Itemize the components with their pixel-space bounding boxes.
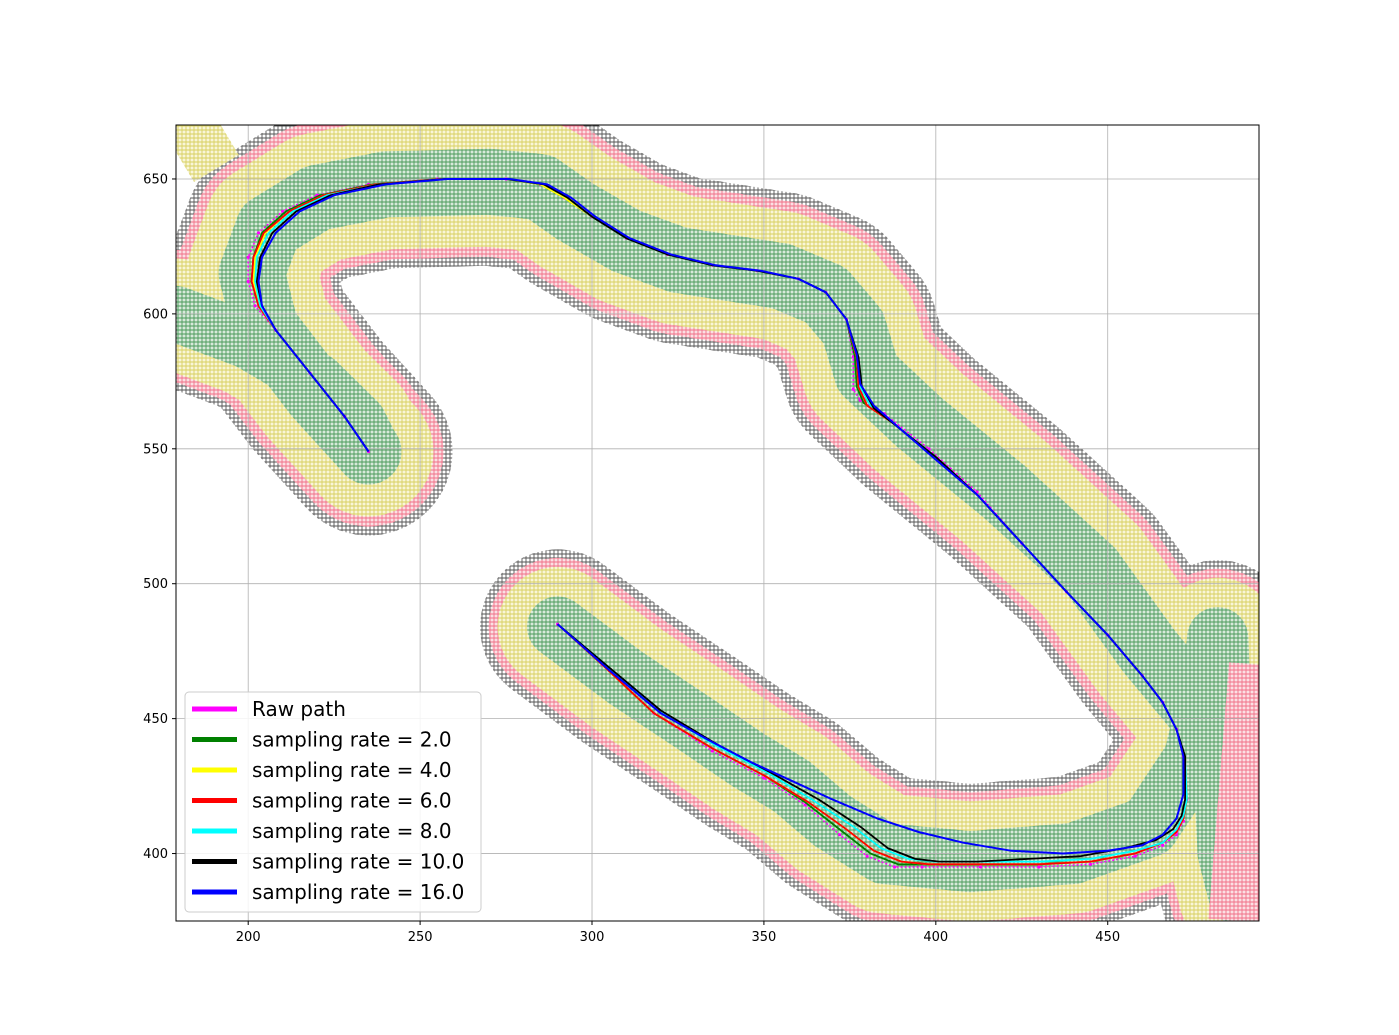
x-axis: 200 250 300 350 400 450 — [236, 921, 1120, 945]
x-tick-label: 300 — [580, 930, 605, 945]
y-axis: 400 450 500 550 600 650 — [143, 172, 176, 862]
legend-label: sampling rate = 4.0 — [252, 758, 452, 782]
y-tick-label: 500 — [143, 577, 168, 592]
map-band-danger — [1208, 662, 1259, 921]
y-tick-label: 650 — [143, 172, 168, 187]
series-0 — [246, 177, 1189, 869]
raw-path-point — [851, 387, 855, 391]
x-tick-label: 200 — [236, 930, 261, 945]
legend-label: sampling rate = 16.0 — [252, 880, 464, 904]
legend-box — [184, 691, 482, 913]
map-band-caution — [176, 125, 239, 182]
path-series — [246, 177, 1189, 869]
legend-label: sampling rate = 2.0 — [252, 728, 452, 752]
legend: Raw path sampling rate = 2.0 sampling rate… — [184, 691, 482, 913]
legend-label: Raw path — [252, 697, 346, 721]
raw-path-line — [247, 178, 1188, 868]
y-tick-label: 400 — [143, 847, 168, 862]
raw-path-point — [246, 255, 250, 259]
legend-label: sampling rate = 6.0 — [252, 789, 452, 813]
x-tick-label: 250 — [408, 930, 433, 945]
x-tick-label: 400 — [923, 930, 948, 945]
legend-label: sampling rate = 8.0 — [252, 819, 452, 843]
legend-label: sampling rate = 10.0 — [252, 850, 464, 874]
y-tick-label: 550 — [143, 442, 168, 457]
series-6 — [257, 178, 1185, 855]
x-tick-label: 350 — [752, 930, 777, 945]
plot-frame — [175, 124, 1260, 922]
raw-path-point — [978, 865, 983, 869]
y-tick-label: 450 — [143, 712, 168, 727]
series-line — [257, 178, 1185, 855]
raw-path-point — [1037, 865, 1041, 869]
x-tick-label: 450 — [1095, 930, 1120, 945]
y-tick-label: 600 — [143, 307, 168, 322]
